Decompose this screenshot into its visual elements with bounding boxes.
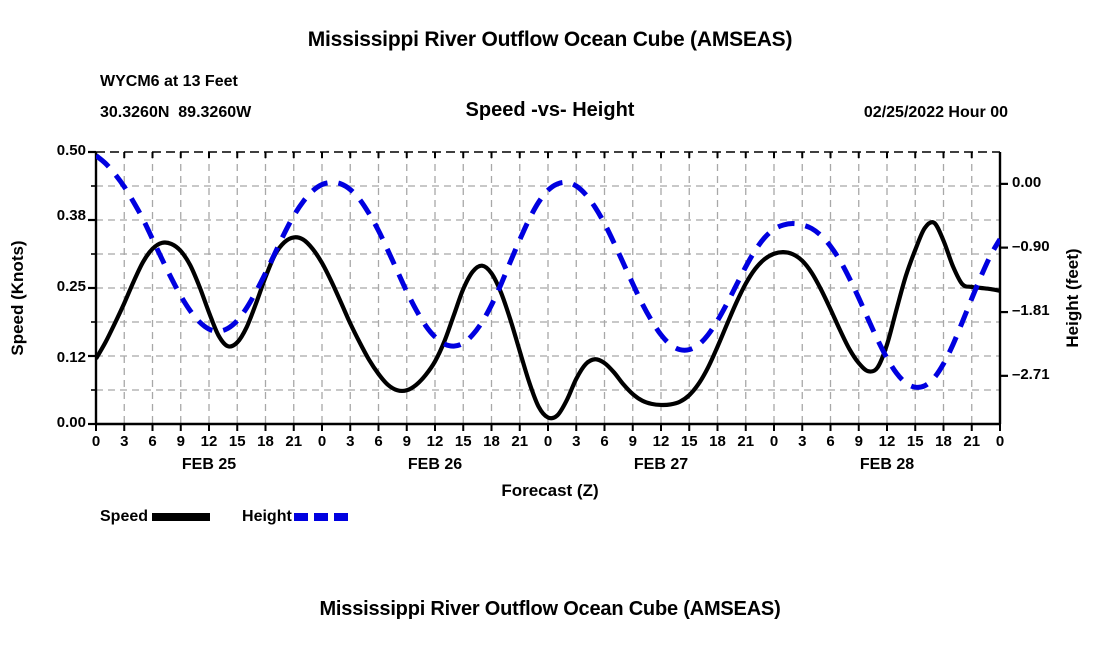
- x-axis-day-label: FEB 25: [181, 456, 237, 473]
- x-tick-label: 12: [426, 433, 444, 450]
- x-tick-label: 15: [454, 433, 472, 450]
- x-tick-label: 12: [878, 433, 896, 450]
- x-tick-label: 21: [737, 433, 755, 450]
- page-title: Mississippi River Outflow Ocean Cube (AM…: [307, 28, 793, 51]
- x-tick-label: 18: [483, 433, 500, 450]
- model-run-time: 02/25/2022 Hour 00: [863, 104, 1008, 121]
- x-tick-label: 18: [935, 433, 952, 450]
- x-tick-label: 0: [995, 433, 1005, 450]
- x-tick-label: 6: [600, 433, 609, 450]
- x-tick-label: 0: [317, 433, 327, 450]
- x-tick-label: 3: [346, 433, 355, 450]
- footer-title: Mississippi River Outflow Ocean Cube (AM…: [319, 598, 781, 620]
- y-tick-label-left: 0.38: [56, 207, 86, 225]
- x-tick-label: 3: [572, 433, 581, 450]
- x-tick-label: 0: [91, 433, 101, 450]
- legend-swatch-speed-line: [152, 513, 211, 521]
- station-coordinates: 30.3260N 89.3260W: [100, 104, 252, 121]
- x-tick-label: 21: [511, 433, 529, 450]
- y-tick-label-right: –0.90: [1012, 237, 1050, 255]
- x-axis-label: Forecast (Z): [501, 481, 599, 500]
- legend-label-height: Height: [242, 508, 292, 525]
- x-tick-label: 15: [906, 433, 924, 450]
- y-tick-label-right: –1.81: [1012, 302, 1050, 320]
- y-tick-label-left: 0.50: [56, 142, 86, 159]
- x-tick-label: 18: [257, 433, 274, 450]
- x-tick-label: 21: [963, 433, 981, 450]
- x-axis-day-label: FEB 28: [859, 456, 915, 473]
- x-tick-label: 9: [176, 433, 185, 450]
- x-tick-label: 9: [854, 433, 863, 450]
- x-tick-label: 3: [798, 433, 807, 450]
- x-tick-label: 12: [652, 433, 670, 450]
- x-tick-label: 12: [200, 433, 218, 450]
- legend-label-speed: Speed: [100, 508, 149, 525]
- x-tick-label: 15: [680, 433, 698, 450]
- y-tick-label-left: 0.00: [56, 414, 86, 431]
- chart-subtitle: Speed -vs- Height: [465, 99, 635, 121]
- y-tick-label-right: 0.00: [1012, 173, 1042, 191]
- chart-legend: Speed Height: [100, 508, 352, 526]
- x-tick-label: 6: [826, 433, 835, 450]
- y-tick-label-left: 0.25: [56, 278, 86, 295]
- y-tick-label-left: 0.12: [56, 348, 86, 366]
- x-axis-day-label: FEB 26: [407, 456, 463, 473]
- legend-swatch-height-line: [293, 513, 352, 521]
- y-tick-label-right: –2.71: [1012, 365, 1050, 383]
- x-axis-day-label: FEB 27: [633, 456, 689, 473]
- x-tick-label: 21: [285, 433, 303, 450]
- x-tick-label: 0: [543, 433, 553, 450]
- station-info: WYCM6 at 13 Feet: [100, 73, 238, 90]
- x-tick-label: 0: [769, 433, 779, 450]
- x-tick-label: 9: [402, 433, 411, 450]
- x-tick-label: 15: [228, 433, 246, 450]
- x-tick-label: 18: [709, 433, 726, 450]
- x-tick-label: 6: [148, 433, 157, 450]
- x-tick-label: 6: [374, 433, 383, 450]
- x-tick-label: 3: [120, 433, 129, 450]
- x-tick-label: 9: [628, 433, 637, 450]
